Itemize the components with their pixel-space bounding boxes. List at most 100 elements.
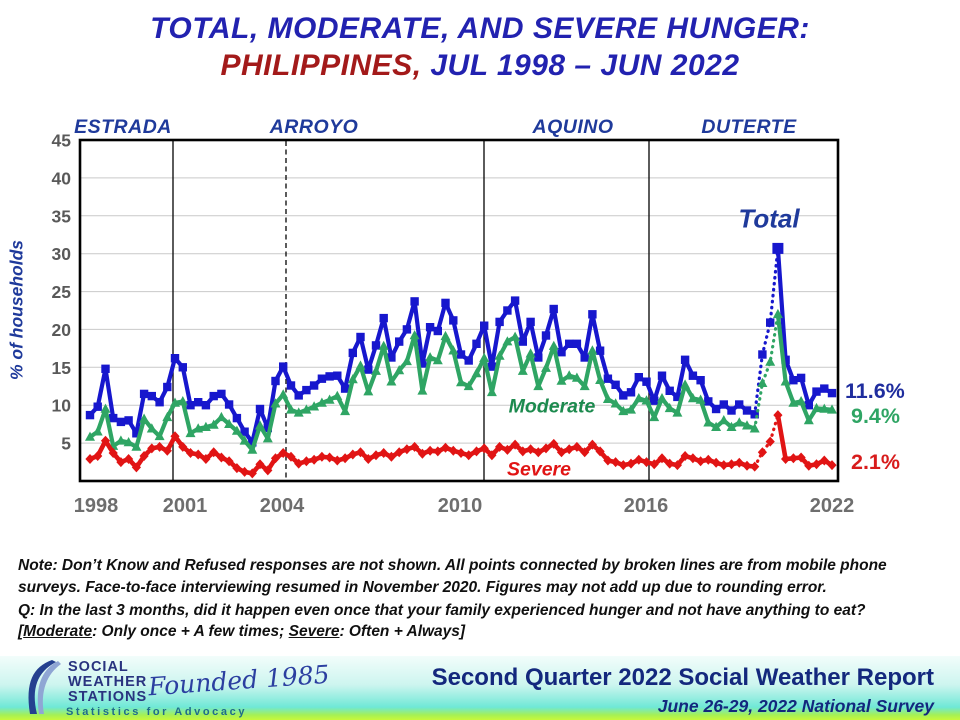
moderate-marker <box>564 370 575 380</box>
severe-marker <box>556 447 567 458</box>
total-marker <box>248 438 257 447</box>
y-tick-label: 10 <box>52 396 72 416</box>
moderate-marker <box>571 372 582 382</box>
severe-marker <box>742 460 752 471</box>
total-marker <box>634 373 643 382</box>
severe-marker <box>301 456 311 467</box>
moderate-marker <box>471 368 482 378</box>
severe-marker <box>340 453 350 464</box>
total-marker <box>85 410 95 420</box>
total-marker <box>263 423 272 433</box>
moderate-marker <box>626 404 636 414</box>
sws-logo-swoosh-icon <box>28 660 61 714</box>
severe-marker <box>479 443 489 454</box>
severe-marker <box>286 451 296 462</box>
total-marker <box>704 397 713 406</box>
end-value-moderate: 9.4% <box>851 404 901 428</box>
total-marker <box>317 374 327 383</box>
severe-marker <box>216 452 226 463</box>
total-marker <box>255 404 265 414</box>
moderate-marker <box>579 380 590 391</box>
moderate-marker <box>595 374 606 384</box>
plot-frame <box>78 138 840 483</box>
total-marker <box>820 384 829 393</box>
moderate-marker <box>533 380 544 391</box>
total-marker <box>309 381 319 390</box>
total-broken-line <box>753 246 780 416</box>
severe-marker <box>773 410 783 421</box>
moderate-marker <box>819 403 830 413</box>
severe-marker <box>294 458 304 469</box>
y-tick-label: 20 <box>52 320 72 340</box>
severe-marker <box>325 452 335 463</box>
severe-marker <box>131 462 141 473</box>
total-marker <box>827 388 837 398</box>
severe-marker <box>417 448 427 459</box>
total-marker <box>665 386 674 395</box>
moderate-marker <box>796 396 807 406</box>
swoosh-inner <box>37 661 61 714</box>
severe-marker <box>224 456 234 467</box>
note-text-line2: surveys. Face-to-face interviewing resum… <box>18 579 827 596</box>
moderate-marker <box>556 375 567 385</box>
series-label-moderate: Moderate <box>508 395 596 418</box>
moderate-marker <box>193 423 204 433</box>
total-marker <box>325 372 334 381</box>
total-marker <box>232 413 242 423</box>
swoosh-outer <box>28 660 56 714</box>
moderate-marker <box>316 397 327 407</box>
moderate-marker <box>355 360 366 370</box>
total-marker <box>711 404 721 414</box>
severe-marker <box>108 448 118 458</box>
total-marker <box>387 353 396 362</box>
total-marker <box>487 362 497 371</box>
moderate-marker <box>680 379 691 389</box>
severe-marker <box>680 451 690 461</box>
total-marker <box>170 354 180 363</box>
total-marker <box>719 400 728 409</box>
total-marker <box>804 401 813 410</box>
moderate-marker <box>216 411 227 422</box>
total-marker <box>796 373 806 383</box>
total-marker <box>356 332 365 342</box>
moderate-marker <box>332 390 343 400</box>
severe-marker <box>178 441 188 452</box>
severe-marker <box>448 445 458 456</box>
severe-marker <box>827 460 837 471</box>
y-tick-label: 30 <box>52 244 72 264</box>
moderate-marker <box>200 421 211 431</box>
total-marker <box>541 331 551 340</box>
report-title: Second Quarter 2022 Social Weather Repor… <box>431 664 934 691</box>
severe-marker <box>464 450 474 461</box>
moderate-marker <box>525 348 536 358</box>
severe-marker <box>587 439 597 450</box>
moderate-marker <box>255 420 265 430</box>
moderate-marker <box>417 385 428 395</box>
page-title-period: JUL 1998 – JUN 2022 <box>421 49 740 82</box>
moderate-marker <box>502 336 513 346</box>
moderate-marker <box>278 389 289 399</box>
moderate-marker <box>517 365 528 375</box>
moderate-marker <box>262 433 273 443</box>
severe-broken-line <box>753 413 780 469</box>
total-marker <box>441 298 450 308</box>
logo-founded-script: Founded 1985 <box>147 659 331 702</box>
severe-marker <box>572 441 582 452</box>
severe-marker <box>263 465 273 476</box>
severe-marker <box>611 457 621 468</box>
total-marker <box>518 337 527 346</box>
severe-marker <box>193 449 203 460</box>
severe-marker <box>696 456 706 467</box>
severe-marker <box>348 449 358 460</box>
total-marker <box>271 376 280 386</box>
bracket-open: [ <box>18 623 24 640</box>
moderate-marker <box>432 355 443 365</box>
total-marker <box>279 362 288 371</box>
moderate-marker <box>687 393 698 403</box>
severe-marker <box>209 447 219 458</box>
total-marker <box>642 377 651 386</box>
moderate-marker <box>386 376 397 386</box>
severe-marker <box>363 454 373 464</box>
series-severe <box>85 410 837 479</box>
severe-marker <box>232 463 242 474</box>
